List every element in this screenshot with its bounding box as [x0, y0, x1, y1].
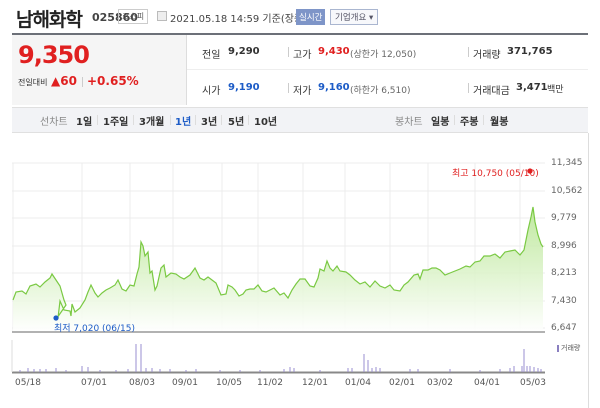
tab-1y[interactable]: 1년	[175, 117, 192, 128]
tab-monthly[interactable]: 월봉	[490, 117, 509, 128]
y-tick: 7,430	[551, 296, 577, 306]
high-marker	[527, 168, 533, 174]
open-value: 9,190	[228, 82, 260, 93]
high-value: 9,430	[318, 46, 350, 57]
divider	[588, 133, 589, 408]
candle-chart-label: 봉차트	[395, 117, 423, 128]
divider	[170, 115, 171, 125]
volume-legend-label: 거래량	[561, 344, 581, 352]
line-chart-label: 선차트	[40, 117, 68, 128]
change-percent: +0.65%	[87, 74, 139, 88]
company-info-dropdown[interactable]: 기업개요 ▾	[330, 9, 379, 25]
y-tick: 8,996	[551, 241, 577, 251]
y-tick: 8,213	[551, 268, 577, 278]
divider	[468, 83, 469, 93]
y-tick: 9,779	[551, 213, 577, 223]
tab-5y[interactable]: 5년	[228, 117, 245, 128]
upper-limit: (상한가 12,050)	[350, 50, 417, 60]
calendar-icon	[157, 11, 167, 21]
tab-10y[interactable]: 10년	[254, 117, 278, 128]
x-tick: 05/03	[520, 378, 546, 388]
change-label: 전일대비	[18, 78, 48, 87]
timestamp: 2021.05.18 14:59 기준(장중)	[170, 14, 308, 25]
change-value: ▲60	[51, 74, 77, 88]
amount-value: 3,471	[516, 82, 548, 93]
divider	[221, 115, 222, 125]
divider	[483, 115, 484, 125]
realtime-button[interactable]: 실시간	[296, 9, 326, 25]
tab-3y[interactable]: 3년	[201, 117, 218, 128]
x-tick: 07/01	[81, 378, 107, 388]
volume-value: 371,765	[507, 46, 553, 57]
divider	[454, 115, 455, 125]
low-label: 저가	[293, 86, 312, 97]
volume-legend: 거래량	[557, 343, 580, 353]
x-tick: 05/18	[15, 378, 41, 388]
stock-name: 남해화학	[16, 9, 83, 31]
y-tick: 11,345	[551, 158, 583, 168]
open-label: 시가	[202, 86, 221, 97]
stock-code: 025860	[92, 11, 138, 24]
tab-3m[interactable]: 3개월	[139, 117, 165, 128]
divider	[288, 47, 289, 57]
y-tick: 6,647	[551, 323, 577, 333]
divider	[288, 83, 289, 93]
divider	[12, 33, 588, 35]
x-tick: 08/03	[129, 378, 155, 388]
amount-label: 거래대금	[473, 86, 510, 97]
prev-close-value: 9,290	[228, 46, 260, 57]
tab-daily[interactable]: 일봉	[431, 117, 450, 128]
price-area	[13, 207, 543, 332]
x-tick: 01/04	[345, 378, 371, 388]
lower-limit: (하한가 6,510)	[350, 86, 411, 96]
x-tick: 10/05	[216, 378, 242, 388]
high-annotation: 최고 10,750 (05/10)	[452, 169, 539, 179]
current-price: 9,350	[18, 41, 90, 69]
divider	[133, 115, 134, 125]
volume-legend-swatch	[557, 344, 559, 352]
price-chart[interactable]	[0, 140, 600, 408]
divider	[97, 115, 98, 125]
x-tick: 03/02	[427, 378, 453, 388]
high-label: 고가	[293, 50, 312, 61]
x-tick: 09/01	[172, 378, 198, 388]
low-annotation: 최저 7,020 (06/15)	[54, 324, 136, 334]
amount-unit: 백만	[547, 85, 564, 95]
divider	[468, 47, 469, 57]
market-badge: 코스피	[118, 9, 149, 24]
x-tick: 04/01	[474, 378, 500, 388]
tab-1d[interactable]: 1일	[76, 117, 93, 128]
divider	[82, 77, 83, 87]
grid	[12, 162, 545, 332]
low-marker	[53, 315, 59, 321]
prev-close-label: 전일	[202, 50, 221, 61]
y-tick: 10,562	[551, 186, 583, 196]
tab-weekly[interactable]: 주봉	[460, 117, 479, 128]
low-value: 9,160	[318, 82, 350, 93]
tab-1w[interactable]: 1주일	[103, 117, 129, 128]
volume-bars	[19, 344, 542, 372]
x-tick: 02/01	[389, 378, 415, 388]
divider	[248, 115, 249, 125]
price-box	[12, 35, 187, 105]
volume-label: 거래량	[473, 50, 501, 61]
price-line	[12, 206, 544, 319]
x-tick: 12/01	[302, 378, 328, 388]
x-tick: 11/02	[257, 378, 283, 388]
divider	[195, 115, 196, 125]
divider	[187, 69, 588, 70]
chart-tab-bar	[12, 107, 588, 133]
